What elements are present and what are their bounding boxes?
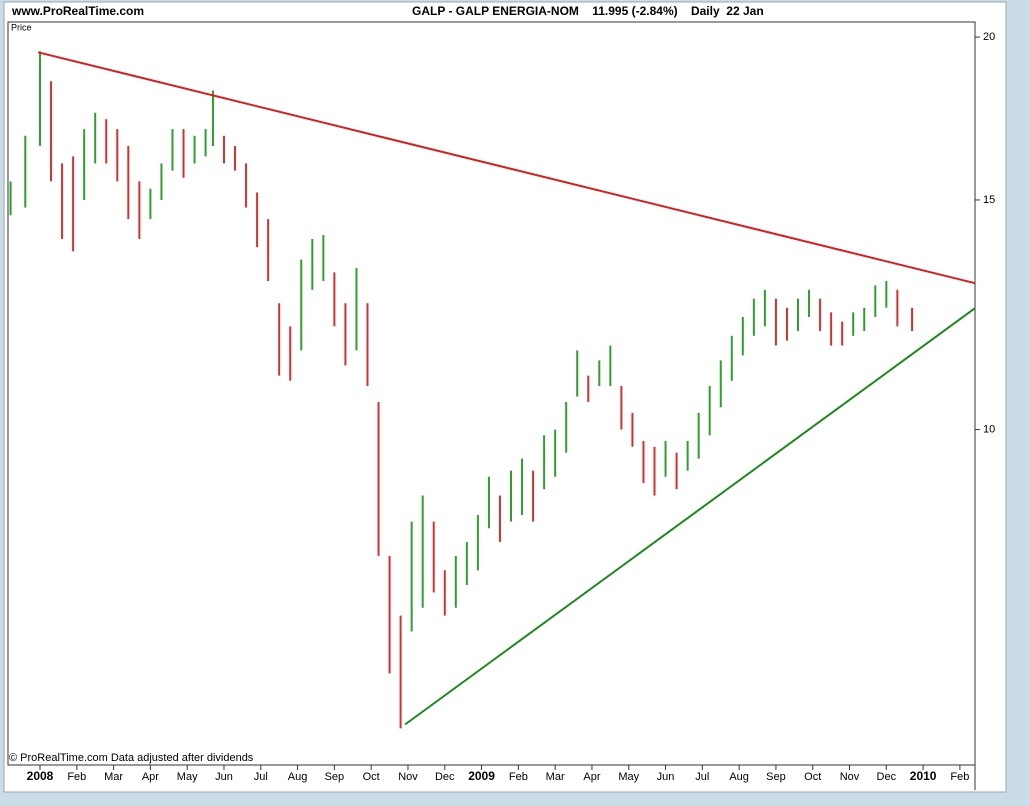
x-tick-label: Mar: [104, 771, 123, 783]
x-tick-label: Aug: [288, 771, 308, 783]
x-tick-label: 2010: [910, 769, 937, 783]
y-tick-label: 15: [983, 194, 995, 206]
x-tick-label: Jun: [657, 771, 675, 783]
x-tick-label: Feb: [950, 771, 969, 783]
x-tick-label: May: [177, 771, 198, 783]
plot-area: [7, 21, 976, 766]
site: www.ProRealTime.com: [11, 4, 144, 18]
x-tick-label: Nov: [398, 771, 418, 783]
x-tick-label: Sep: [766, 771, 786, 783]
x-tick-label: Jun: [215, 771, 233, 783]
trendline: [37, 51, 976, 285]
x-tick-label: Nov: [840, 771, 860, 783]
x-tick-label: Dec: [877, 771, 897, 783]
x-tick-label: 2008: [27, 769, 54, 783]
x-tick-label: Feb: [67, 771, 86, 783]
x-tick-label: Aug: [729, 771, 749, 783]
x-tick-label: Apr: [583, 771, 600, 783]
x-tick-label: May: [618, 771, 639, 783]
trendline: [404, 307, 976, 726]
x-tick-label: Dec: [435, 771, 455, 783]
y-label: Price: [11, 22, 32, 32]
x-tick-label: Jul: [695, 771, 709, 783]
chart-title: GALP - GALP ENERGIA-NOM 11.995 (-2.84%) …: [412, 4, 764, 18]
x-tick-label: Sep: [325, 771, 345, 783]
y-tick-label: 20: [983, 31, 995, 43]
x-tick-label: Feb: [509, 771, 528, 783]
y-tick-label: 10: [983, 423, 995, 435]
x-tick-label: Jul: [254, 771, 268, 783]
x-tick-label: 2009: [468, 769, 495, 783]
x-tick-label: Oct: [363, 771, 380, 783]
footnote: © ProRealTime.com Data adjusted after di…: [9, 752, 254, 764]
x-tick-label: Apr: [142, 771, 159, 783]
x-tick-label: Oct: [804, 771, 821, 783]
x-tick-label: Mar: [546, 771, 565, 783]
